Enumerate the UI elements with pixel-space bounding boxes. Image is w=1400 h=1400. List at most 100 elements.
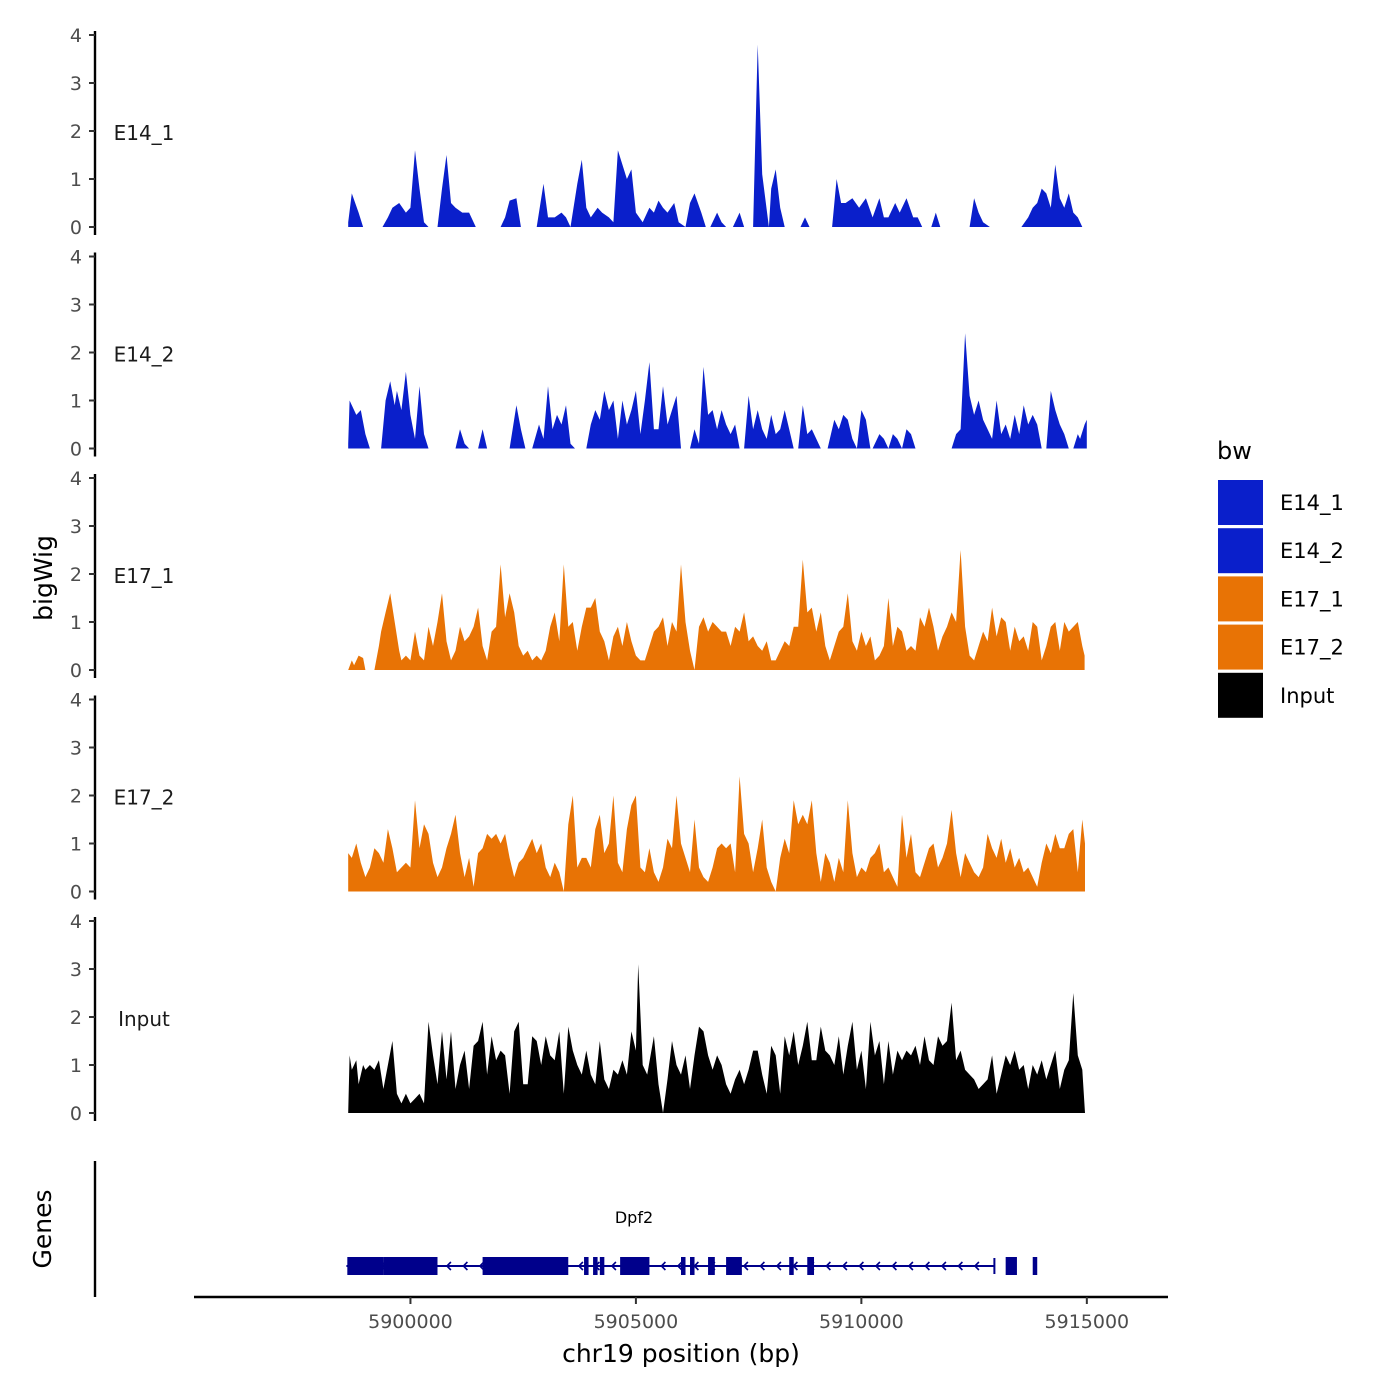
gene-panel: Genes Dpf2 — [28, 1161, 1038, 1297]
y-tick-label: 1 — [70, 612, 82, 634]
exon — [690, 1257, 695, 1275]
y-tick-label: 3 — [70, 959, 82, 981]
y-tick-label: 4 — [70, 911, 82, 933]
gene-name-label: Dpf2 — [615, 1208, 653, 1227]
strand-chevron — [478, 1261, 485, 1271]
strand-chevron — [940, 1261, 947, 1271]
signal-area-E17_1 — [348, 550, 1085, 670]
y-tick-label: 4 — [70, 247, 82, 269]
y-tick-label: 0 — [70, 217, 82, 239]
strand-chevron — [825, 1261, 831, 1271]
x-tick-label: 5915000 — [1045, 1311, 1130, 1333]
y-tick-label: 1 — [70, 1055, 82, 1077]
track-label: E17_2 — [114, 786, 175, 810]
x-tick-label: 5910000 — [819, 1311, 904, 1333]
legend-swatch-Input — [1218, 672, 1263, 718]
strand-chevron — [891, 1261, 897, 1271]
signal-tracks: 0 1 2 3 4 E14_1 0 1 2 3 4 E14_2 0 1 2 3 4 E17_1 0 1 2 3 4 E17_2… — [70, 25, 1087, 1125]
y-tick-label: 0 — [70, 882, 82, 904]
exon — [383, 1257, 438, 1275]
track-E17_2: 0 1 2 3 4 E17_2 — [70, 690, 1085, 904]
signal-area-E17_2 — [348, 776, 1085, 892]
legend-label-E14_1: E14_1 — [1280, 491, 1344, 516]
strand-chevron — [445, 1261, 452, 1271]
gene-Dpf2: Dpf2 — [346, 1208, 1038, 1275]
exon — [347, 1257, 384, 1275]
y-tick-label: 4 — [70, 468, 82, 490]
track-E14_1: 0 1 2 3 4 E14_1 — [70, 25, 1087, 239]
exon — [593, 1257, 598, 1275]
strand-chevron — [660, 1261, 666, 1271]
legend-label-E17_1: E17_1 — [1280, 587, 1344, 612]
strand-chevron — [742, 1261, 749, 1271]
track-label: E14_2 — [114, 343, 175, 367]
strand-chevron — [874, 1261, 881, 1271]
strand-chevron — [973, 1261, 980, 1271]
signal-area-E14_1 — [348, 44, 1087, 227]
strand-chevron — [907, 1261, 914, 1271]
y-tick-label: 0 — [70, 1103, 82, 1125]
legend-title: bw — [1217, 437, 1252, 465]
y-tick-label: 2 — [70, 786, 82, 808]
track-E14_2: 0 1 2 3 4 E14_2 — [70, 247, 1087, 461]
y-tick-label: 1 — [70, 834, 82, 856]
legend-label-Input: Input — [1280, 684, 1334, 708]
track-label: E14_1 — [114, 121, 175, 145]
exon — [584, 1257, 589, 1275]
y-tick-label: 2 — [70, 121, 82, 143]
exon — [1005, 1257, 1017, 1275]
y-tick-label: 0 — [70, 439, 82, 461]
legend-swatch-E14_1 — [1218, 480, 1263, 525]
y-tick-label: 3 — [70, 295, 82, 317]
track-label: Input — [118, 1007, 170, 1031]
track-Input: 0 1 2 3 4 Input — [70, 911, 1085, 1125]
track-label: E17_1 — [114, 564, 175, 588]
exon — [620, 1257, 650, 1275]
exon — [1032, 1257, 1038, 1275]
strand-chevron — [610, 1261, 617, 1271]
strand-chevron — [957, 1261, 963, 1271]
strand-chevron — [858, 1261, 864, 1271]
y-tick-label: 3 — [70, 73, 82, 95]
y-tick-label: 1 — [70, 391, 82, 413]
y-tick-label: 3 — [70, 516, 82, 538]
strand-chevron — [577, 1261, 584, 1271]
x-tick-label: 5900000 — [368, 1311, 453, 1333]
y-tick-label: 2 — [70, 343, 82, 365]
strand-chevron — [759, 1261, 765, 1271]
exon — [482, 1257, 569, 1275]
exon — [726, 1257, 742, 1275]
y-tick-label: 4 — [70, 25, 82, 47]
y-tick-label: 2 — [70, 1007, 82, 1029]
exon — [681, 1257, 686, 1275]
strand-chevron — [924, 1261, 930, 1271]
signal-area-E14_2 — [348, 333, 1087, 449]
y-tick-label: 4 — [70, 690, 82, 712]
y-tick-label: 2 — [70, 564, 82, 586]
legend-label-E14_2: E14_2 — [1280, 539, 1344, 564]
strand-chevron — [676, 1261, 683, 1271]
x-tick-label: 5905000 — [594, 1311, 679, 1333]
y-tick-label: 0 — [70, 660, 82, 682]
legend-swatch-E17_1 — [1218, 576, 1263, 622]
strand-chevron — [841, 1261, 848, 1271]
y-tick-label: 1 — [70, 169, 82, 191]
legend-label-E17_2: E17_2 — [1280, 636, 1344, 661]
strand-chevron — [462, 1261, 468, 1271]
exon — [789, 1257, 794, 1275]
y-tick-label: 3 — [70, 738, 82, 760]
exon — [807, 1257, 815, 1275]
exon — [708, 1257, 715, 1275]
x-axis-title: chr19 position (bp) — [562, 1339, 800, 1368]
exon — [599, 1257, 605, 1275]
legend-swatch-E17_2 — [1218, 624, 1263, 670]
strand-chevron — [775, 1261, 782, 1271]
y-axis-title: bigWig — [29, 535, 58, 621]
legend-swatch-E14_2 — [1218, 528, 1263, 574]
x-axis: chr19 position (bp) 5900000 5905000 591000… — [194, 1295, 1168, 1368]
track-E17_1: 0 1 2 3 4 E17_1 — [70, 468, 1085, 682]
legend: bw E14_1 E14_2 E17_1 E17_2 Input — [1217, 437, 1344, 718]
gene-panel-label: Genes — [28, 1189, 57, 1268]
signal-area-Input — [348, 964, 1085, 1113]
